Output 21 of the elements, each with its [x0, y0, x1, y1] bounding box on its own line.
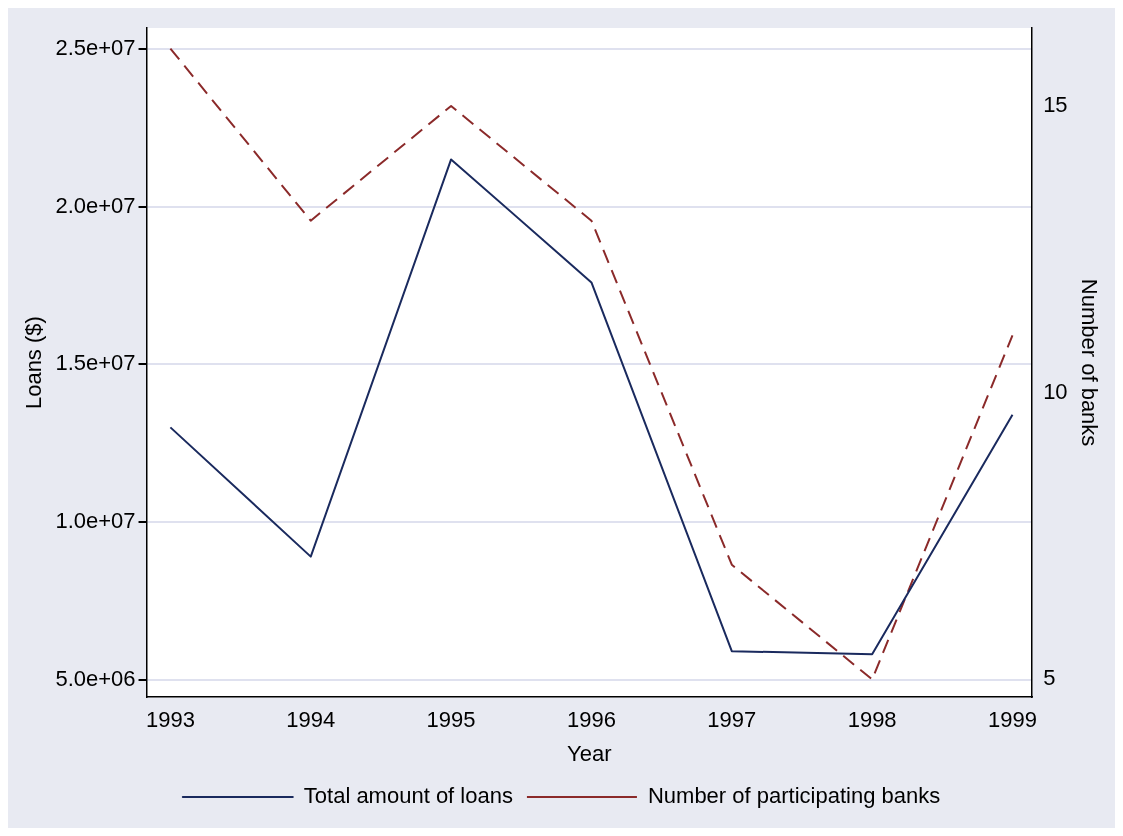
y2-axis-title: Number of banks: [1076, 278, 1102, 447]
y2-tick-label: 5: [1043, 665, 1056, 691]
y2-tick-label: 15: [1043, 92, 1068, 118]
x-tick-label: 1998: [847, 707, 897, 733]
y-tick-label: 1.5e+07: [55, 350, 136, 376]
legend-label: Number of participating banks: [647, 783, 941, 809]
line-series: [169, 47, 1014, 681]
y-tick-label: 1.0e+07: [55, 508, 136, 533]
legend-label: Total amount of loans: [303, 783, 513, 809]
x-tick-label: 1997: [707, 707, 757, 733]
x-tick-label: 1999: [988, 707, 1037, 733]
y-tick-label: 5.0e+06: [55, 665, 136, 691]
y-axis-title: Loans ($): [21, 316, 47, 410]
y2-tick-label: 10: [1043, 378, 1068, 404]
y-tick-label: 2.5e+07: [55, 35, 136, 61]
x-tick-label: 1993: [145, 707, 195, 733]
x-axis-title: Year: [567, 740, 612, 766]
x-tick-label: 1996: [566, 707, 616, 733]
x-tick-label: 1994: [286, 707, 336, 733]
y-tick-label: 2.0e+07: [55, 192, 136, 218]
x-tick-label: 1995: [426, 707, 476, 733]
